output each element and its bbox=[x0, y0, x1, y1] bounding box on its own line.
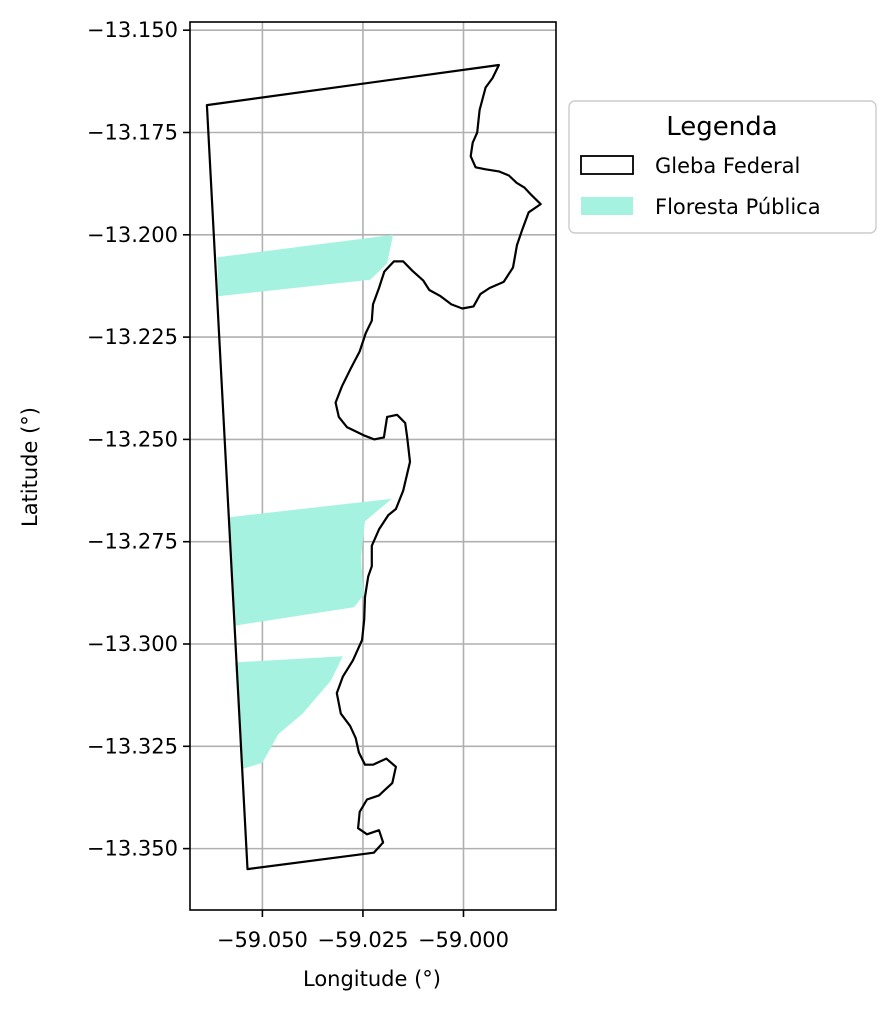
legend-box bbox=[568, 100, 877, 234]
x-tick-label: −59.025 bbox=[317, 928, 408, 952]
gleba-federal-outline bbox=[205, 63, 542, 871]
x-tick-label: −59.000 bbox=[418, 928, 509, 952]
floresta-publica-polygon bbox=[229, 498, 392, 626]
legend-label-gleba-federal: Gleba Federal bbox=[655, 154, 800, 178]
x-tick-label: −59.050 bbox=[217, 928, 308, 952]
floresta-publica-polygon bbox=[217, 234, 394, 297]
plot-area bbox=[205, 63, 542, 871]
legend-swatch-gleba-federal bbox=[580, 155, 634, 175]
legend-label-floresta-publica: Floresta Pública bbox=[655, 195, 821, 219]
y-tick-label: −13.275 bbox=[87, 530, 178, 554]
y-tick-label: −13.150 bbox=[87, 18, 178, 42]
y-tick-label: −13.200 bbox=[87, 223, 178, 247]
y-tick-label: −13.250 bbox=[87, 427, 178, 451]
legend: Legenda Gleba Federal Floresta Pública bbox=[568, 100, 877, 234]
legend-swatch-floresta-publica bbox=[581, 197, 633, 215]
plot-frame bbox=[189, 21, 557, 911]
y-tick-label: −13.325 bbox=[87, 734, 178, 758]
y-tick-label: −13.350 bbox=[87, 837, 178, 861]
axes: −59.050 −59.025 −59.000 −13.150 −13.175 −13.2… bbox=[87, 18, 509, 952]
x-axis-label: Longitude (°) bbox=[303, 967, 441, 991]
y-tick-label: −13.175 bbox=[87, 120, 178, 144]
y-tick-label: −13.225 bbox=[87, 325, 178, 349]
floresta-publica-polygon bbox=[235, 656, 343, 769]
y-tick-label: −13.300 bbox=[87, 632, 178, 656]
legend-title: Legenda bbox=[666, 112, 777, 142]
y-axis-label: Latitude (°) bbox=[18, 407, 42, 527]
